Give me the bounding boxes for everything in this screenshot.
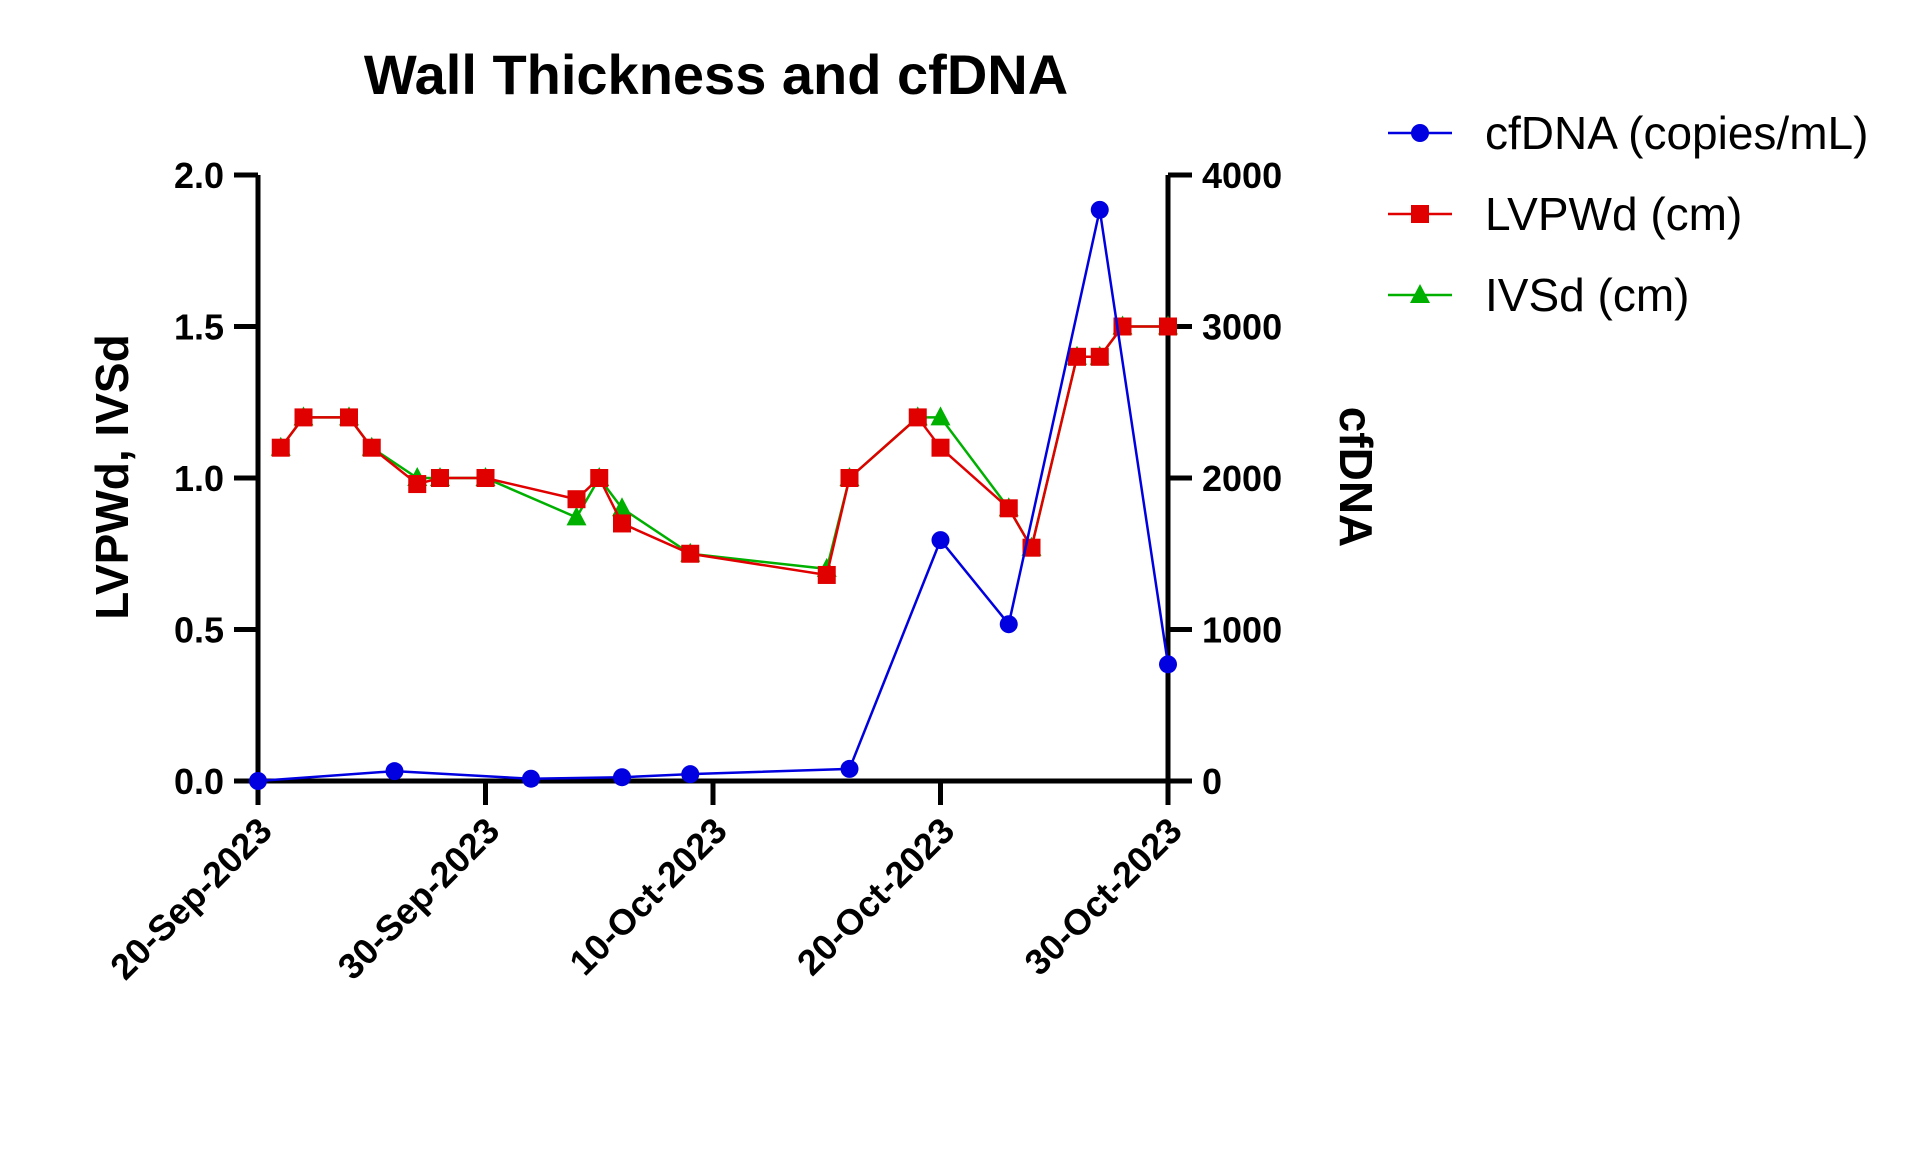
data-point: [567, 490, 586, 509]
series-line: [257, 209, 1170, 783]
y-axis-right-label: cfDNA: [1330, 407, 1382, 548]
data-point: [840, 759, 859, 778]
x-tick-label: 30-Sep-2023: [330, 810, 508, 988]
y-left-tick-label: 1.0: [174, 458, 224, 499]
data-point: [362, 438, 381, 457]
legend: cfDNA (copies/mL) LVPWd (cm) IVSd (cm): [1388, 107, 1868, 321]
x-tick-label: 30-Oct-2023: [1016, 810, 1189, 983]
y-right-tick-label: 2000: [1202, 458, 1282, 499]
series-triangle: [270, 315, 1178, 577]
data-point: [931, 438, 950, 457]
data-point: [271, 438, 290, 457]
data-point: [817, 565, 836, 584]
series-line: [279, 325, 1168, 577]
data-point: [931, 531, 950, 550]
data-point: [249, 772, 267, 790]
data-point: [1159, 317, 1177, 336]
series-circle: [249, 200, 1177, 790]
y-right-tick-label: 3000: [1202, 307, 1282, 348]
legend-marker: [1410, 284, 1430, 303]
chart-title: Wall Thickness and cfDNA: [364, 43, 1068, 106]
data-point: [566, 506, 587, 526]
data-point: [431, 469, 449, 487]
y-axis-left-label: LVPWd, IVSd: [86, 334, 138, 619]
y-left-tick-label: 0.0: [174, 761, 224, 802]
x-tick-label: 10-Oct-2023: [561, 810, 734, 983]
data-point: [999, 499, 1018, 518]
data-point: [408, 475, 427, 494]
x-tick-label: 20-Sep-2023: [102, 810, 280, 988]
legend-marker: [1411, 124, 1429, 142]
y-left-tick-label: 1.5: [174, 307, 224, 348]
data-point: [1159, 655, 1177, 674]
data-point: [476, 469, 495, 487]
data-point: [1090, 347, 1109, 366]
legend-label: IVSd (cm): [1485, 269, 1689, 321]
y-left-tick-label: 0.5: [174, 610, 224, 651]
data-point: [590, 469, 609, 487]
x-tick-label: 20-Oct-2023: [789, 810, 962, 983]
data-point: [1068, 347, 1086, 366]
legend-item: cfDNA (copies/mL): [1388, 107, 1868, 159]
y-right-tick-label: 4000: [1202, 155, 1282, 196]
legend-label: cfDNA (copies/mL): [1485, 107, 1868, 159]
data-point: [340, 408, 358, 427]
series-square: [271, 317, 1177, 584]
data-point: [681, 544, 700, 563]
data-point: [681, 765, 700, 784]
data-point: [294, 408, 313, 427]
y-left-tick-label: 2.0: [174, 155, 224, 196]
data-point: [840, 469, 859, 487]
legend-label: LVPWd (cm): [1485, 188, 1742, 240]
data-point: [999, 615, 1018, 634]
data-point: [522, 769, 540, 788]
axes: 0.0 0.5 1.0 1.5 2.0 0 1000 2000 3000 4000 20-Sep-2…: [102, 155, 1282, 987]
data-point: [613, 768, 631, 787]
series-layer: [249, 200, 1178, 790]
data-point: [908, 408, 927, 427]
legend-item: IVSd (cm): [1388, 269, 1689, 321]
data-point: [930, 406, 951, 426]
data-point: [385, 762, 404, 781]
legend-item: LVPWd (cm): [1388, 188, 1742, 240]
y-right-tick-label: 0: [1202, 761, 1222, 802]
data-point: [613, 514, 631, 533]
y-right-tick-label: 1000: [1202, 610, 1282, 651]
legend-marker: [1411, 205, 1429, 223]
data-point: [1090, 200, 1109, 219]
